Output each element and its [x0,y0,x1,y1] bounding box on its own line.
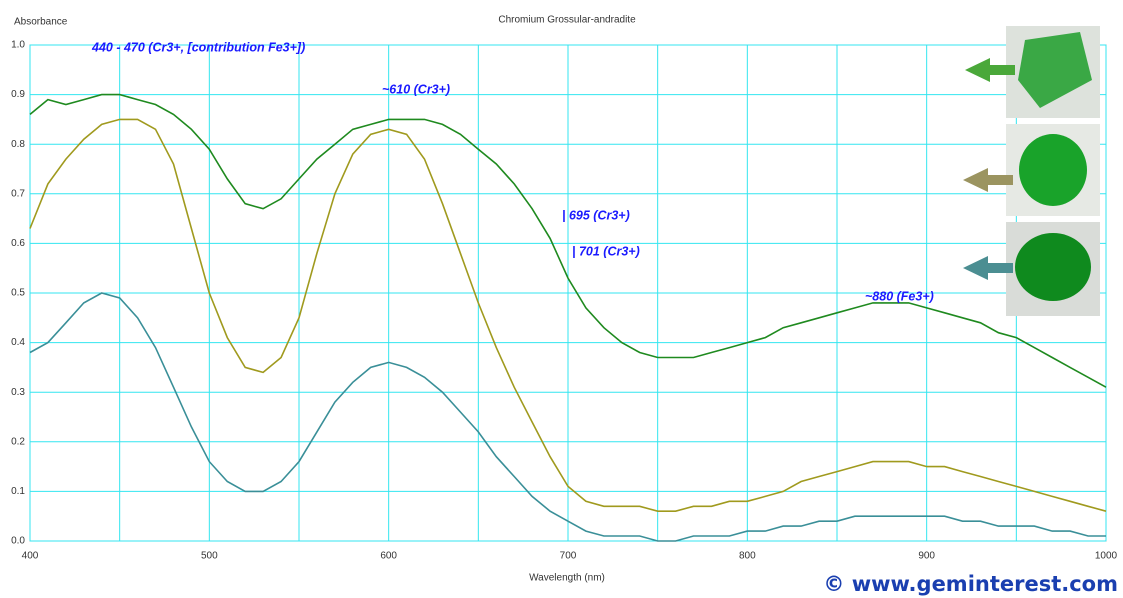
y-tick-label: 0.6 [11,238,25,249]
annotation: ~880 (Fe3+) [865,289,934,303]
x-tick-label: 900 [918,551,935,562]
y-tick-label: 0.5 [11,288,25,299]
arrow [965,58,1015,82]
y-tick-label: 0.0 [11,536,25,547]
arrow [963,256,1013,280]
spectrum-line [29,93,1107,388]
annotation: ~610 (Cr3+) [382,82,450,96]
spectrum-line [29,292,1106,542]
y-tick-label: 0.3 [11,387,25,398]
watermark: © www.geminterest.com [823,572,1118,596]
chart-title: Chromium Grossular-andradite [498,15,636,26]
y-tick-label: 0.9 [11,89,25,100]
x-axis-label: Wavelength (nm) [529,573,605,584]
annotation: | 695 (Cr3+) [562,208,630,222]
y-tick-label: 0.4 [11,337,25,348]
annotation: 440 - 470 (Cr3+, [contribution Fe3+]) [91,40,305,54]
y-tick-label: 0.8 [11,139,25,150]
gem [1019,134,1087,206]
x-tick-label: 700 [560,551,577,562]
plot-area: 0.0 0.1 0.2 0.3 0.4 0.5 0.6 0.7 0.8 0.9 1.0 400 500 6… [11,40,1117,562]
annotation: | 701 (Cr3+) [572,244,640,258]
gem [1015,233,1091,301]
arrow [963,168,1013,192]
x-tick-label: 400 [22,551,39,562]
gem [1018,32,1092,108]
y-tick-label: 1.0 [11,40,25,51]
y-tick-label: 0.2 [11,436,25,447]
x-tick-label: 800 [739,551,756,562]
x-tick-label: 600 [380,551,397,562]
x-tick-label: 500 [201,551,218,562]
spectrum-line [29,118,1107,512]
x-tick-label: 1000 [1095,551,1118,562]
y-axis-label: Absorbance [14,17,68,28]
y-tick-label: 0.7 [11,188,25,199]
gem-images [963,26,1100,316]
y-tick-label: 0.1 [11,486,25,497]
